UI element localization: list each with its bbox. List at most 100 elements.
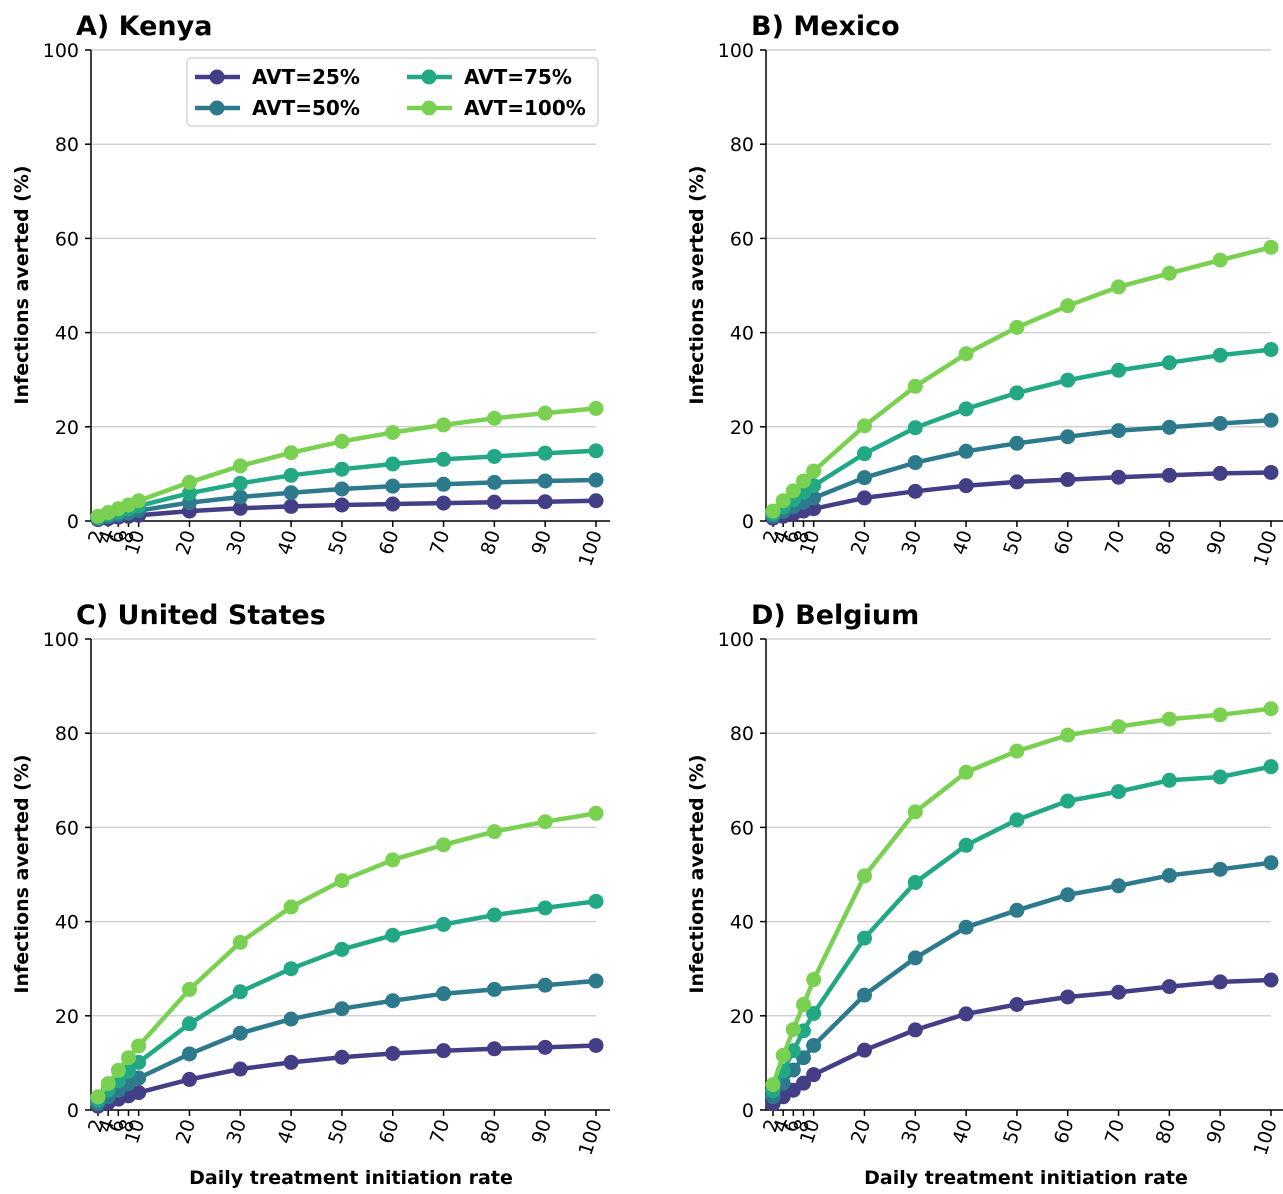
data-point [232,1061,248,1077]
x-tick-label-40: 40 [948,528,976,558]
data-point [283,1054,299,1070]
x-tick-label-50: 50 [999,528,1027,558]
data-point [958,443,974,459]
data-point [765,503,781,519]
y-tick-label-80: 80 [55,134,79,156]
data-point [1161,265,1177,281]
x-tick-label-30: 30 [898,1117,926,1147]
data-point [436,986,452,1002]
data-point [1263,855,1279,871]
data-point [856,470,872,486]
y-tick-label-100: 100 [43,40,79,62]
data-point [232,475,248,491]
data-point [806,463,822,479]
data-point [1263,412,1279,428]
data-point [486,1041,502,1057]
data-point [1263,759,1279,775]
data-point [232,984,248,1000]
x-tick-label-60: 60 [375,528,403,558]
data-point [486,824,502,840]
data-point [436,476,452,492]
data-point [1212,416,1228,432]
data-point [765,1077,781,1093]
data-point [1111,719,1127,735]
data-point [131,1085,147,1101]
y-tick-label-60: 60 [55,228,79,250]
series-avt-50 [765,855,1279,1105]
data-point [537,1039,553,1055]
data-point [1263,972,1279,988]
x-tick-label-70: 70 [1101,528,1129,558]
y-tick-label-60: 60 [730,817,754,839]
data-point [1111,469,1127,485]
data-point [486,494,502,510]
data-point [1009,812,1025,828]
panel-title: D) Belgium [751,600,919,631]
data-point [1060,429,1076,445]
data-point [1111,878,1127,894]
series-avt-25 [765,972,1279,1112]
data-point [334,941,350,957]
data-point [1060,472,1076,488]
x-tick-label-30: 30 [898,528,926,558]
data-point [436,1043,452,1059]
y-axis-label: Infections averted (%) [11,754,33,993]
series-avt-25 [765,464,1279,526]
panel-title: B) Mexico [751,11,900,42]
data-point [181,485,197,501]
data-point [588,472,604,488]
x-tick-label-90: 90 [528,1117,556,1147]
y-tick-label-20: 20 [55,1006,79,1028]
legend-label-avt-50: AVT=50% [252,96,360,120]
y-tick-label-20: 20 [730,417,754,439]
y-tick-label-80: 80 [730,723,754,745]
y-tick-label-60: 60 [730,228,754,250]
data-point [907,455,923,471]
series-line-avt-100 [771,245,1272,513]
data-point [334,481,350,497]
data-point [1263,701,1279,717]
x-tick-label-100: 100 [1250,1117,1282,1158]
y-tick-label-100: 100 [718,40,754,62]
x-tick-label-80: 80 [1152,1117,1180,1147]
series-avt-100 [90,400,604,524]
data-point [436,837,452,853]
data-point [1212,465,1228,481]
data-point [775,493,791,509]
data-point [1263,342,1279,358]
y-tick-label-100: 100 [43,629,79,651]
data-point [1161,867,1177,883]
data-point [1009,902,1025,918]
data-point [283,498,299,514]
data-point [856,930,872,946]
data-point [486,981,502,997]
data-point [283,961,299,977]
y-tick-label-40: 40 [55,323,79,345]
y-axis-label: Infections averted (%) [11,165,33,404]
data-point [1161,419,1177,435]
data-point [1009,743,1025,759]
x-tick-label-80: 80 [477,1117,505,1147]
x-tick-label-60: 60 [1050,1117,1078,1147]
x-tick-label-90: 90 [1203,1117,1231,1147]
data-point [806,1067,822,1083]
data-point [1111,984,1127,1000]
legend-marker-avt-100 [421,100,437,116]
data-point [334,497,350,513]
data-point [334,433,350,449]
data-point [385,852,401,868]
x-tick-label-90: 90 [1203,528,1231,558]
data-point [100,1076,116,1092]
x-tick-label-30: 30 [223,528,251,558]
data-point [958,401,974,417]
y-axis-label: Infections averted (%) [686,165,708,404]
data-point [1212,974,1228,990]
data-point [856,446,872,462]
series-line-avt-25 [771,977,1272,1106]
legend-marker-avt-75 [421,69,437,85]
data-point [385,478,401,494]
data-point [385,496,401,512]
data-point [588,400,604,416]
data-point [1009,319,1025,335]
